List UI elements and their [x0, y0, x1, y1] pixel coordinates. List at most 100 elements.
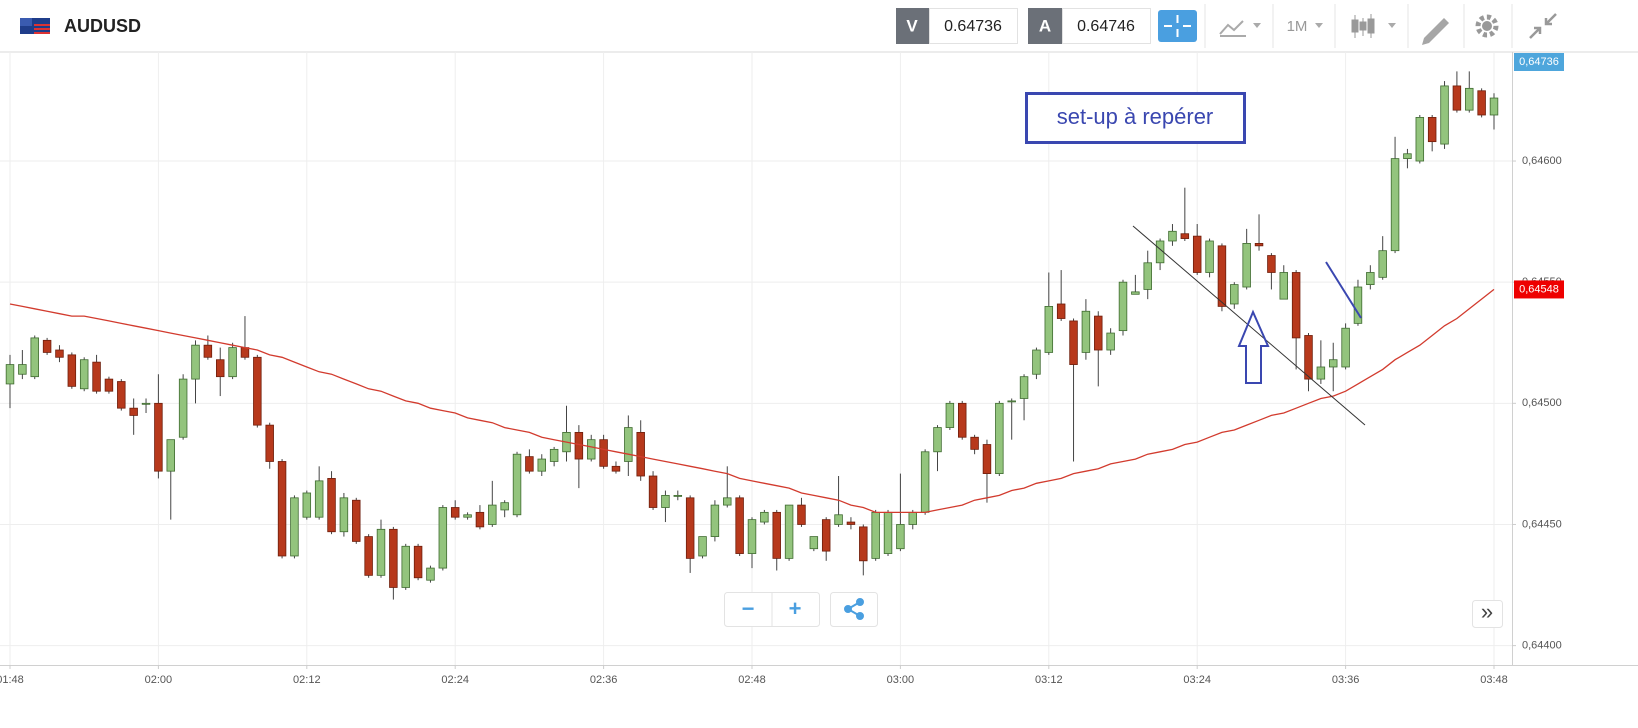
bid-badge [896, 8, 929, 44]
trend-line [1132, 225, 1366, 426]
candle-body [673, 494, 683, 497]
candle-body [846, 521, 856, 525]
x-tick-label: 03:24 [1183, 674, 1211, 686]
candle-body [957, 402, 967, 438]
candle-body [426, 567, 435, 581]
x-tick-label: 02:12 [293, 674, 321, 686]
candle-body [933, 427, 942, 453]
candle-body [475, 511, 485, 528]
x-tick-label: 02:00 [145, 674, 173, 686]
collapse-icon[interactable] [1529, 13, 1557, 39]
candle-body [79, 359, 89, 390]
bid-label: V [906, 16, 918, 35]
scroll-end-button[interactable] [1472, 600, 1503, 628]
candle-body [141, 402, 151, 405]
candle-body [500, 502, 509, 511]
candle-body [1242, 243, 1251, 288]
candle-body [166, 439, 176, 472]
candle-body [376, 528, 386, 576]
candle-body [1168, 230, 1177, 242]
candle-body [747, 519, 757, 554]
candle-body [624, 427, 633, 462]
candle-body [401, 545, 410, 588]
ask-price: 0.64746 [1077, 18, 1135, 35]
candle-body [896, 524, 905, 550]
x-tick-label: 02:36 [590, 674, 618, 686]
x-tick-label: 01:48 [0, 674, 24, 686]
x-tick-label: 03:00 [887, 674, 915, 686]
candle-body [327, 478, 336, 533]
candle-body [1069, 320, 1078, 365]
candle-body [240, 347, 250, 358]
candle-body [253, 356, 262, 426]
candle-body [611, 465, 621, 472]
candle-body [735, 497, 744, 554]
candle-body [574, 431, 584, 460]
candle-body [1489, 97, 1499, 116]
candle-body [1304, 335, 1313, 380]
flag-icon [20, 18, 50, 34]
candle-body [1143, 262, 1152, 290]
candle-body [5, 364, 15, 385]
annotation-text: set-up à repérer [1057, 104, 1214, 129]
candle-body [525, 456, 534, 472]
caret [1388, 23, 1396, 28]
candle-body [352, 499, 361, 542]
ask-box[interactable] [1062, 8, 1151, 44]
y-tick-label: 0,64500 [1522, 397, 1562, 409]
candle-body [1316, 366, 1326, 380]
candle-body [883, 511, 893, 554]
timeframe[interactable]: 1M [1287, 18, 1308, 35]
candle-body [129, 407, 138, 416]
candle-body [920, 451, 930, 513]
candle-body [995, 402, 1004, 474]
candle-type-icon[interactable] [1351, 14, 1375, 38]
x-tick-label: 02:24 [441, 674, 469, 686]
candle-body [1081, 310, 1091, 353]
symbol: AUDUSD [64, 16, 141, 36]
candle-body [30, 337, 39, 378]
settings-icon[interactable] [1475, 14, 1499, 38]
trend-line [1325, 261, 1362, 319]
zoom-controls: − + » [724, 592, 1503, 628]
chart-type-icon[interactable] [1219, 20, 1246, 37]
candle-body [549, 448, 559, 462]
candle-body [488, 504, 497, 525]
candle-body [1465, 87, 1474, 111]
y-tick-label: 0,64400 [1522, 640, 1562, 652]
candle-body [413, 545, 423, 579]
candle-body [18, 364, 27, 375]
share-button[interactable] [830, 592, 878, 627]
candle-body [1366, 272, 1375, 286]
annotations: set-up à repérer [1025, 92, 1366, 426]
candle-body [55, 349, 64, 358]
candle-body [92, 361, 101, 392]
moving-average-line [9, 288, 1495, 514]
share-icon [844, 598, 864, 620]
candle-body [154, 402, 163, 472]
candle-body [1180, 233, 1190, 239]
candle-body [1192, 235, 1202, 273]
candle-body [203, 344, 213, 358]
candle-body [1440, 85, 1449, 145]
candle-body [1415, 117, 1425, 162]
candle-body [191, 344, 200, 380]
candle-body [982, 444, 992, 474]
zoom-in[interactable]: + [789, 596, 802, 621]
candle-body [661, 494, 670, 508]
scroll-end: » [1481, 599, 1493, 624]
candle-body [1452, 85, 1462, 111]
candle-body [908, 511, 918, 525]
plot [5, 71, 1499, 600]
toolbar: AUDUSD V 0.64736 A 0.64746 1M [0, 0, 1638, 53]
draw-icon[interactable] [1422, 18, 1449, 45]
candle-body [1427, 117, 1437, 143]
arrow-up [1237, 309, 1270, 384]
crosshair-button[interactable] [1158, 10, 1197, 42]
candle-body [512, 453, 522, 516]
bid-box[interactable] [929, 8, 1018, 44]
zoom-out[interactable]: − [742, 596, 755, 621]
candle-body [1230, 284, 1239, 305]
candle-body [636, 431, 645, 477]
